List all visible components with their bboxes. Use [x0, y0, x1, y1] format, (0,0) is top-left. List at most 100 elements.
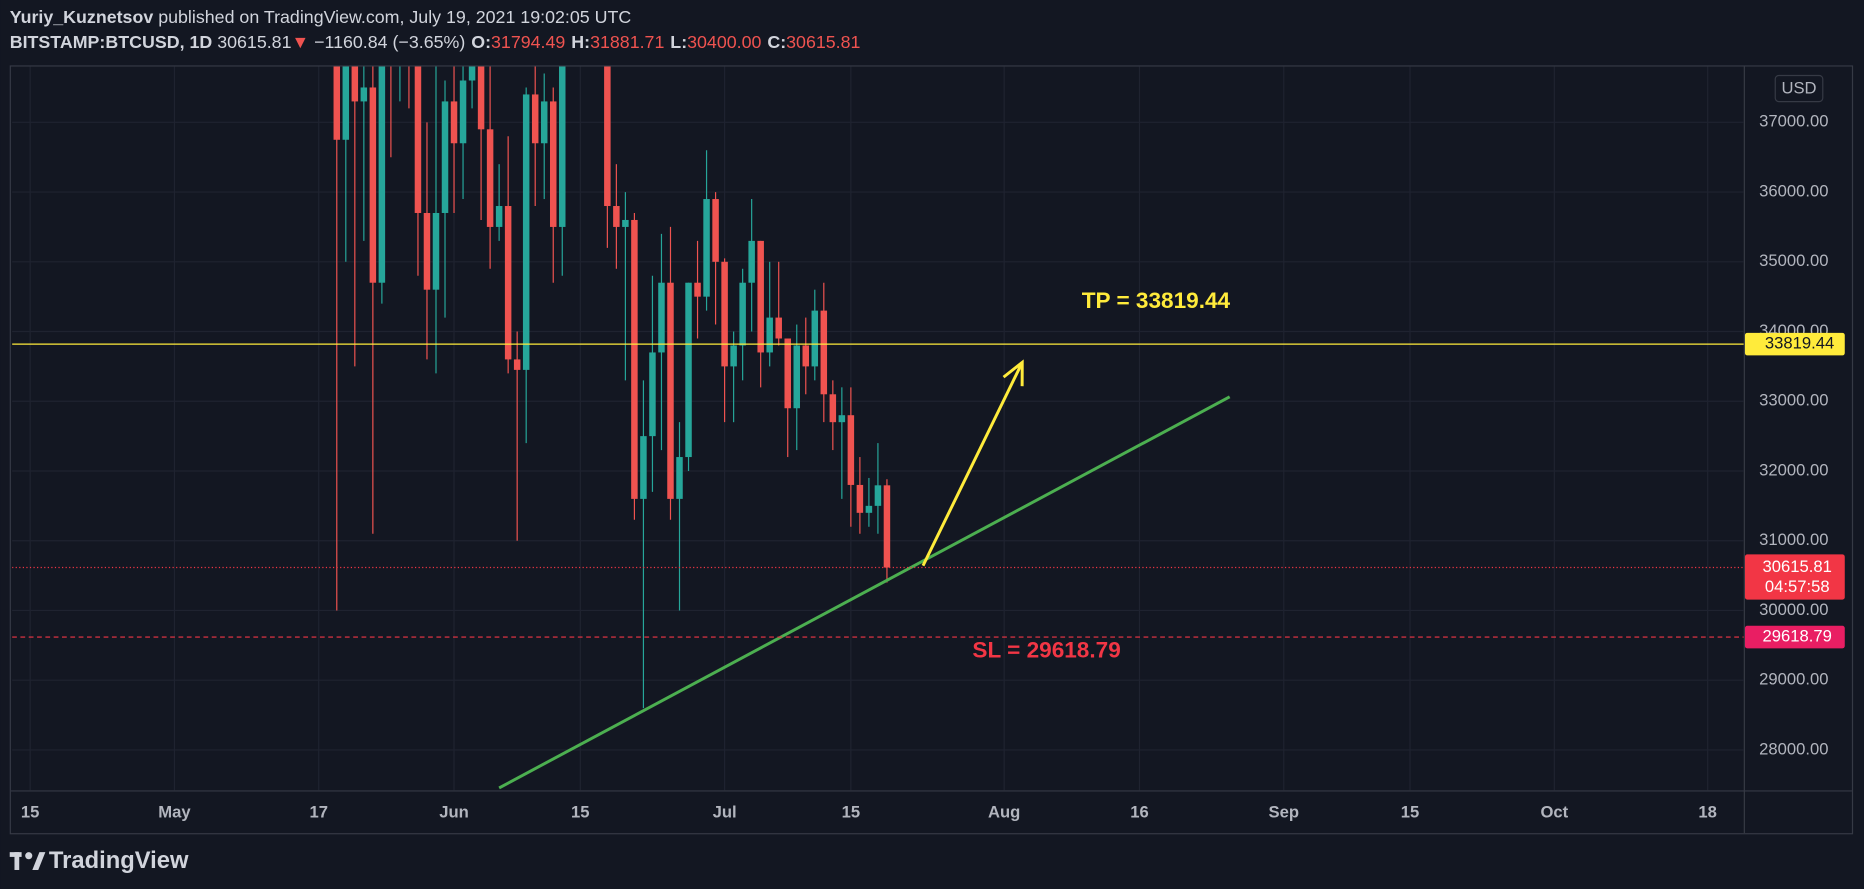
- candle-body: [333, 66, 341, 140]
- candle-body: [540, 101, 548, 144]
- currency-box[interactable]: [1774, 74, 1824, 103]
- y-tick-label: 35000.00: [1759, 251, 1828, 270]
- candle-body: [757, 240, 764, 353]
- candle-body: [820, 310, 828, 395]
- x-tick-label: May: [158, 802, 191, 821]
- sl-label: SL = 29618.79: [972, 637, 1120, 662]
- candle-body: [495, 206, 503, 227]
- x-tick-label: 15: [842, 802, 860, 821]
- candle-body: [369, 87, 377, 283]
- plot: TP = 33819.44 SL = 29618.79: [12, 66, 1744, 790]
- candle-body: [838, 415, 846, 423]
- candle-body: [504, 206, 512, 360]
- x-tick-label: 17: [309, 802, 328, 821]
- candle-body: [631, 219, 638, 499]
- change: −1160.84 (−3.65%): [314, 31, 465, 51]
- candle-body: [847, 415, 855, 485]
- header-line: Yuriy_Kuznetsov published on TradingView…: [10, 7, 632, 27]
- tp-tag: [1744, 332, 1845, 356]
- x-tick-label: 15: [571, 802, 590, 821]
- ohlc-label: O:: [471, 31, 491, 51]
- candle-body: [549, 101, 557, 227]
- y-tick-label: 33000.00: [1759, 391, 1828, 410]
- y-tick-label: 31000.00: [1759, 530, 1828, 549]
- x-tick-label: 15: [21, 802, 40, 821]
- candle-body: [856, 484, 864, 513]
- candle-body: [658, 282, 665, 353]
- ohlc-label: C:: [767, 31, 786, 51]
- candle-body: [802, 345, 810, 367]
- candle-body: [676, 457, 683, 499]
- symbol: BITSTAMP:BTCUSD, 1D: [10, 31, 213, 51]
- candle-body: [694, 282, 701, 297]
- candle-body: [432, 212, 440, 290]
- candle-body: [378, 66, 386, 283]
- candle-body: [712, 199, 719, 262]
- axes: 28000.00 29000.00 30000.00 31000.00 32000.00…: [21, 112, 1845, 821]
- x-tick-label: Aug: [988, 802, 1020, 821]
- tp-tag-text: 33819.44: [1765, 334, 1834, 353]
- arrow-head: [1002, 359, 1024, 387]
- ohlc-value: 30400.00: [687, 31, 761, 51]
- candle-body: [685, 282, 692, 458]
- y-tick-label: 32000.00: [1759, 460, 1828, 479]
- tp-label: TP = 33819.44: [1082, 288, 1231, 313]
- ohlc-value: 30615.81: [786, 31, 860, 51]
- y-tick-label: 36000.00: [1759, 181, 1828, 200]
- candle-body: [784, 338, 791, 409]
- countdown: 04:57:58: [1765, 577, 1830, 596]
- candle-body: [477, 66, 485, 130]
- candle-body: [604, 66, 611, 207]
- candle-body: [351, 66, 359, 102]
- candle-body: [414, 66, 422, 213]
- x-tick-label: Jul: [713, 802, 737, 821]
- last-price-tag: [1744, 554, 1845, 600]
- y-tick-label: 29000.00: [1759, 670, 1828, 689]
- currency: USD: [1781, 79, 1816, 98]
- arrow: ▼: [292, 31, 310, 51]
- arrow-line: [921, 361, 1024, 567]
- candle-body: [423, 212, 431, 290]
- candle-body: [739, 282, 746, 346]
- x-tick-label: Sep: [1269, 802, 1300, 821]
- x-tick-label: 18: [1698, 802, 1717, 821]
- candle-body: [640, 436, 647, 499]
- logo-text: TradingView: [49, 847, 189, 874]
- candle-body: [468, 66, 476, 81]
- logo-mark: [25, 852, 33, 860]
- symbol-line: BITSTAMP:BTCUSD, 1D 30615.81▼ −1160.84 (…: [10, 31, 861, 51]
- logo-mark: [32, 852, 46, 870]
- ohlc-label: H:: [571, 31, 590, 51]
- author: Yuriy_Kuznetsov: [10, 7, 154, 27]
- candle-body: [450, 101, 458, 144]
- candle-body: [531, 94, 539, 144]
- candle-body: [622, 219, 629, 227]
- candle-body: [775, 317, 782, 339]
- grid: [12, 66, 1744, 791]
- x-tick-label: Oct: [1540, 802, 1568, 821]
- last: 30615.81: [217, 31, 291, 51]
- chart-pane: [9, 65, 1854, 835]
- candle-body: [883, 485, 891, 568]
- sl-tag-text: 29618.79: [1763, 626, 1832, 645]
- footer-logo: TradingView: [9, 847, 189, 874]
- candle-body: [486, 129, 494, 227]
- candle-body: [667, 282, 674, 499]
- candle-body: [613, 206, 620, 227]
- x-tick-label: 16: [1130, 802, 1149, 821]
- candle-body: [793, 345, 800, 409]
- ohlc-value: 31794.49: [491, 31, 565, 51]
- trend-line: [498, 395, 1231, 790]
- candle-body: [748, 240, 755, 283]
- sl-tag: [1744, 625, 1845, 649]
- y-tick-label: 28000.00: [1759, 739, 1828, 758]
- last-price-tag-text: 30615.81: [1763, 557, 1832, 576]
- logo-mark: [14, 852, 20, 870]
- candle-body: [559, 66, 566, 227]
- candle-body: [360, 87, 368, 102]
- candle-body: [522, 94, 530, 370]
- candle-body: [513, 359, 521, 370]
- candle-body: [721, 261, 728, 367]
- ohlc-label: L:: [670, 31, 687, 51]
- ohlc-value: 31881.71: [590, 31, 664, 51]
